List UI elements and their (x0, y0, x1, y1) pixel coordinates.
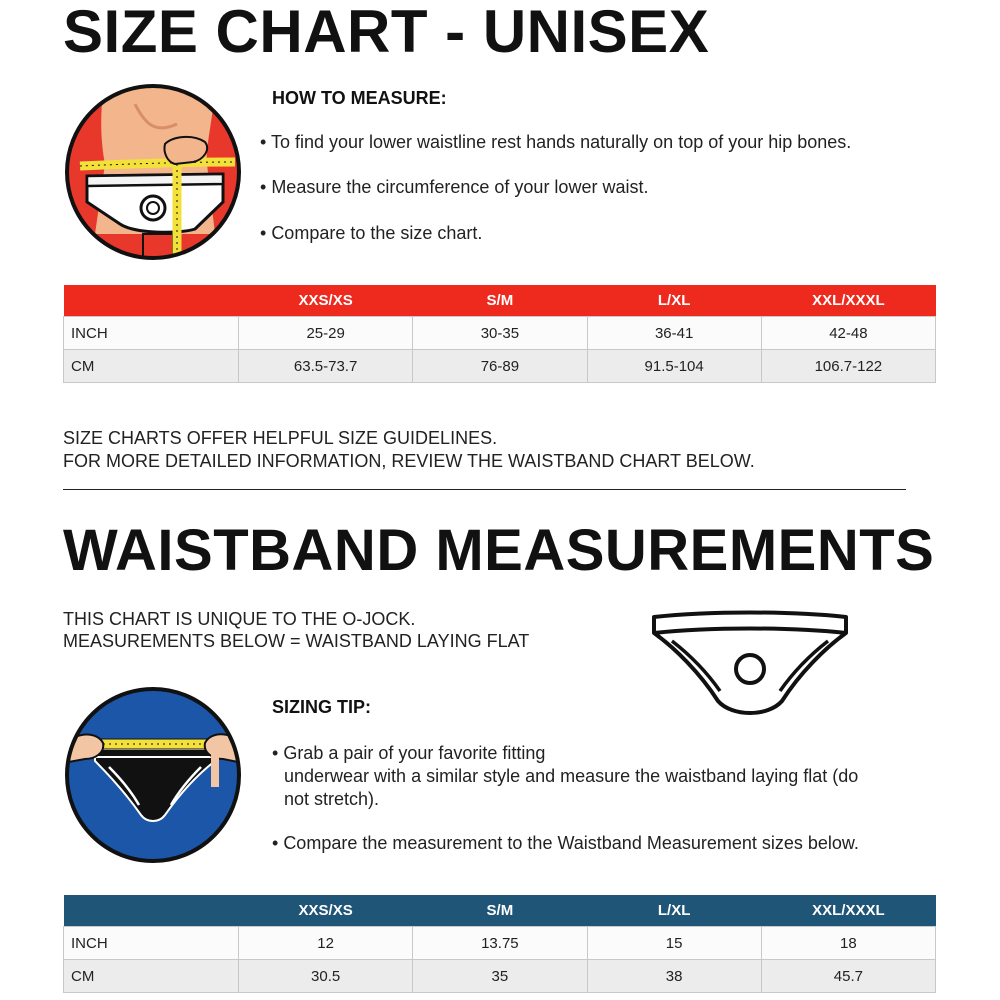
size-chart-table: XXS/XS S/M L/XL XXL/XXXL INCH 25-29 30-3… (63, 285, 937, 383)
table-cell: 106.7-122 (760, 349, 937, 383)
waistband-flat-measure-icon (65, 687, 241, 863)
bullet-dot: • (260, 223, 272, 243)
table-cell: 30-35 (412, 316, 588, 350)
row-label: INCH (63, 316, 239, 350)
waist-measure-illustration-icon (65, 84, 241, 260)
size-note-line-1: SIZE CHARTS OFFER HELPFUL SIZE GUIDELINE… (63, 428, 498, 448)
header-cell: L/XL (587, 895, 762, 927)
header-cell: XXL/XXXL (761, 285, 936, 317)
header-cell (63, 895, 239, 927)
table-cell: 36-41 (586, 316, 762, 350)
table-cell: 91.5-104 (586, 349, 762, 383)
table-cell: 25-29 (237, 316, 414, 350)
table-cell: 63.5-73.7 (237, 349, 414, 383)
bullet-dot: • (272, 833, 284, 853)
table-cell: 12 (237, 926, 414, 960)
table-cell: 30.5 (237, 959, 414, 993)
header-cell: XXS/XS (238, 895, 413, 927)
bullet-text: Compare to the size chart. (271, 223, 483, 243)
header-cell (63, 285, 239, 317)
waistband-intro-line-2: MEASUREMENTS BELOW = WAISTBAND LAYING FL… (63, 631, 530, 651)
table-cell: 42-48 (760, 316, 937, 350)
measure-bullet-1: • To find your lower waistline rest hand… (260, 131, 851, 154)
measure-bullet-2: • Measure the circumference of your lowe… (260, 176, 648, 199)
sizing-tip-bullet-2: • Compare the measurement to the Waistba… (272, 832, 859, 855)
table-cell: 76-89 (412, 349, 588, 383)
table-row: INCH 12 13.75 15 18 (63, 926, 937, 960)
sizing-tip-heading: SIZING TIP: (272, 697, 371, 717)
table-cell: 13.75 (412, 926, 588, 960)
sizing-tip-bullet-1: • Grab a pair of your favorite fitting u… (272, 742, 932, 811)
table-cell: 18 (760, 926, 937, 960)
table-cell: 38 (586, 959, 762, 993)
header-cell: L/XL (587, 285, 762, 317)
table-row: CM 30.5 35 38 45.7 (63, 959, 937, 993)
table-row: CM 63.5-73.7 76-89 91.5-104 106.7-122 (63, 349, 937, 383)
bullet-dot: • (260, 177, 272, 197)
how-to-measure-heading: HOW TO MEASURE: (272, 88, 447, 108)
table-cell: 35 (412, 959, 588, 993)
table-header-row: XXS/XS S/M L/XL XXL/XXXL (63, 285, 936, 317)
row-label: CM (63, 959, 239, 993)
size-note-line-2: FOR MORE DETAILED INFORMATION, REVIEW TH… (63, 451, 755, 471)
header-cell: S/M (412, 895, 587, 927)
header-cell: S/M (412, 285, 587, 317)
header-cell: XXS/XS (238, 285, 413, 317)
measure-bullet-3: • Compare to the size chart. (260, 222, 482, 245)
waistband-table: XXS/XS S/M L/XL XXL/XXXL INCH 12 13.75 1… (63, 895, 937, 993)
bullet-text: underwear with a similar style and measu… (284, 766, 859, 786)
table-cell: 45.7 (760, 959, 937, 993)
bullet-text: not stretch). (284, 789, 380, 809)
bullet-dot: • (272, 743, 284, 763)
bullet-text: Grab a pair of your favorite fitting (283, 743, 546, 763)
bullet-dot: • (260, 132, 271, 152)
waistband-title: WAISTBAND MEASUREMENTS (63, 518, 935, 583)
bullet-text: Compare the measurement to the Waistband… (283, 833, 859, 853)
row-label: CM (63, 349, 239, 383)
table-row: INCH 25-29 30-35 36-41 42-48 (63, 316, 937, 350)
waistband-intro-line-1: THIS CHART IS UNIQUE TO THE O-JOCK. (63, 609, 416, 629)
o-jock-outline-icon (650, 603, 850, 723)
table-cell: 15 (586, 926, 762, 960)
bullet-text: To find your lower waistline rest hands … (270, 132, 852, 152)
header-cell: XXL/XXXL (761, 895, 936, 927)
table-header-row: XXS/XS S/M L/XL XXL/XXXL (63, 895, 936, 927)
size-chart-title: SIZE CHART - UNISEX (63, 0, 710, 65)
section-divider (63, 489, 906, 490)
row-label: INCH (63, 926, 239, 960)
bullet-text: Measure the circumference of your lower … (271, 177, 649, 197)
